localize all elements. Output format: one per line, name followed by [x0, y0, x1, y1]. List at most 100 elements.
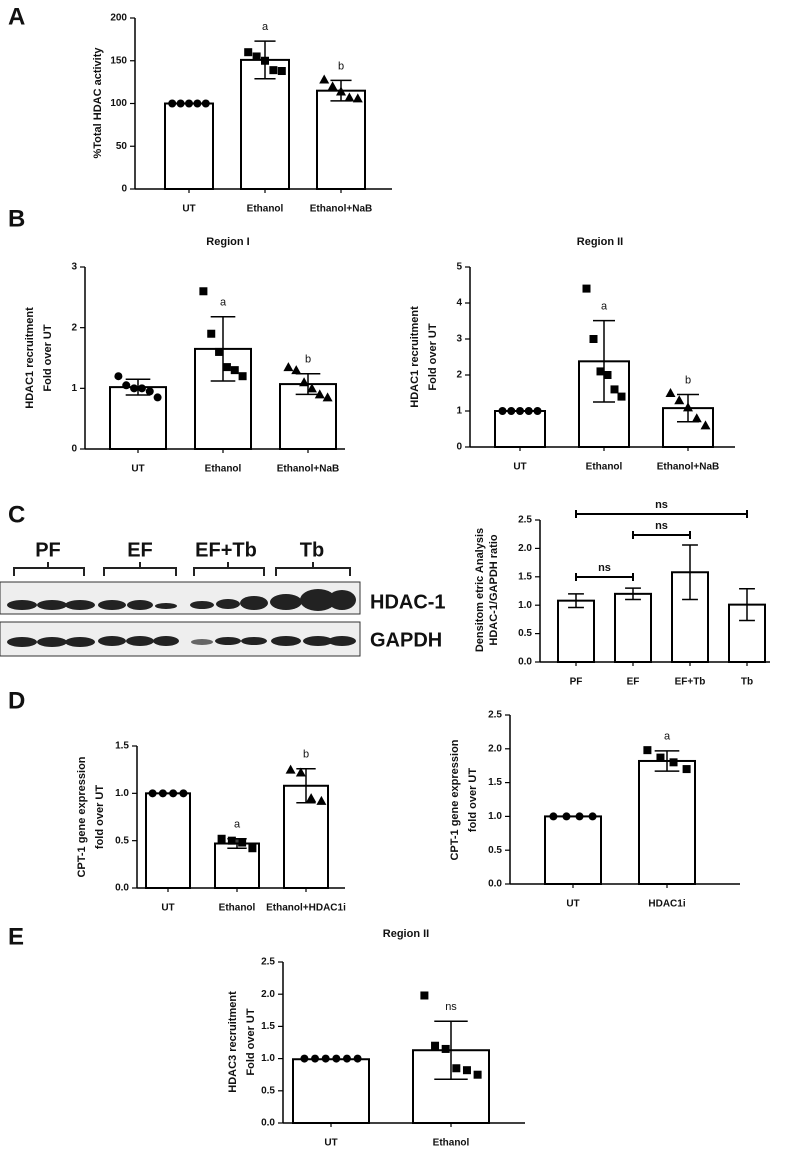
- bar: [494, 410, 546, 448]
- data-point: [299, 377, 310, 387]
- data-point: [168, 99, 177, 108]
- x-tick-label: EF: [627, 677, 640, 688]
- data-point: [277, 67, 286, 76]
- y-axis-label: Fold over UT: [245, 1008, 257, 1076]
- data-point: [283, 362, 294, 372]
- x-tick-label: Ethanol+HDAC1i: [266, 903, 346, 914]
- y-tick-label: 0.0: [115, 883, 129, 894]
- data-point: [352, 93, 363, 103]
- significance-bracket: [575, 510, 748, 518]
- data-point: [596, 367, 605, 376]
- data-point: [130, 384, 139, 393]
- y-tick-label: 1.5: [261, 1021, 275, 1032]
- x-tick-label: Ethanol+NaB: [277, 464, 340, 475]
- chart: 0 1 2 3 Region I HDAC1 recruitment Fold over U…: [24, 236, 345, 475]
- bar: [292, 1058, 370, 1125]
- y-tick-label: 0.5: [261, 1085, 275, 1096]
- significance-bracket: [632, 531, 691, 539]
- y-axis-label: Fold over UT: [42, 324, 54, 392]
- y-tick-label: 2.0: [261, 989, 275, 1000]
- data-point: [322, 392, 333, 402]
- data-point: [327, 81, 338, 91]
- y-axis-label: HDAC1 recruitment: [409, 306, 421, 408]
- x-tick-label: UT: [324, 1138, 337, 1149]
- data-point: [300, 1054, 309, 1063]
- annotation: a: [220, 297, 227, 309]
- data-point: [656, 753, 665, 762]
- panel-letter: E: [8, 923, 24, 950]
- y-tick-label: 1.0: [261, 1053, 275, 1064]
- data-point: [248, 844, 257, 853]
- y-axis-label: %Total HDAC activity: [92, 47, 104, 159]
- bar: [614, 592, 652, 664]
- chart-title: Region II: [383, 928, 429, 940]
- chart: 0 50 100 150 200 %Total HDAC activity UT Ethano…: [92, 13, 392, 215]
- significance-label: ns: [655, 499, 668, 511]
- row-label: HDAC-1: [370, 591, 446, 613]
- data-point: [353, 1054, 362, 1063]
- data-point: [316, 795, 327, 805]
- y-axis-label: CPT-1 gene expression: [76, 756, 88, 877]
- chart: 0.0 0.5 1.0 1.5 2.0 2.5 Region II HDAC3 recruit…: [227, 928, 525, 1149]
- y-tick-label: 0.0: [488, 879, 502, 890]
- western-blot: PF EF EF+Tb Tb HDAC-1 GAPDH: [0, 539, 446, 657]
- x-tick-label: Ethanol: [247, 204, 284, 215]
- data-point: [222, 363, 231, 372]
- y-axis-label: Densitom etric Analysis: [474, 528, 486, 652]
- data-point: [589, 335, 598, 343]
- error-bar: [434, 1020, 468, 1080]
- significance-label: ns: [598, 562, 611, 574]
- y-tick-label: 2.5: [488, 710, 502, 721]
- y-tick-label: 0.0: [518, 657, 532, 668]
- data-point: [617, 392, 626, 401]
- data-point: [610, 385, 619, 394]
- panel-letter: C: [8, 501, 25, 528]
- x-tick-label: UT: [161, 903, 174, 914]
- data-point: [285, 764, 296, 774]
- chart: 0.0 0.5 1.0 1.5 2.0 2.5 CPT-1 gene expression f…: [449, 710, 740, 910]
- lane-bracket: [13, 562, 351, 576]
- y-tick-label: 2: [456, 370, 462, 381]
- data-point: [217, 834, 226, 843]
- data-point: [319, 74, 330, 84]
- y-tick-label: 0: [456, 442, 462, 453]
- data-point: [238, 838, 247, 847]
- annotation: b: [685, 374, 691, 386]
- y-tick-label: 4: [456, 298, 462, 309]
- y-tick-label: 0: [71, 444, 77, 455]
- x-tick-label: PF: [570, 677, 583, 688]
- data-point: [291, 365, 302, 375]
- x-tick-label: Ethanol: [205, 464, 242, 475]
- y-tick-label: 2.5: [261, 957, 275, 968]
- x-tick-label: HDAC1i: [648, 899, 685, 910]
- y-tick-label: 2.5: [518, 515, 532, 526]
- y-tick-label: 0.5: [488, 845, 502, 856]
- data-point: [582, 284, 591, 293]
- x-tick-label: Ethanol+NaB: [657, 462, 720, 473]
- y-axis-label: fold over UT: [467, 768, 479, 832]
- data-point: [441, 1044, 450, 1053]
- data-point: [342, 1054, 351, 1063]
- error-bar: [296, 767, 316, 804]
- data-point: [336, 86, 346, 96]
- y-axis-label: fold over UT: [94, 785, 106, 849]
- annotation: a: [601, 301, 608, 313]
- data-point: [158, 789, 167, 798]
- y-tick-label: 5: [456, 262, 462, 273]
- row-label: GAPDH: [370, 629, 442, 651]
- chart: 0.0 0.5 1.0 1.5 2.0 2.5 Densitom etric Analysi…: [474, 499, 770, 688]
- error-bar: [593, 319, 615, 403]
- data-point: [344, 92, 355, 102]
- y-tick-label: 100: [110, 98, 127, 109]
- y-tick-label: 2.0: [488, 743, 502, 754]
- chart: 0.0 0.5 1.0 1.5 CPT-1 gene expression fold ov…: [76, 741, 346, 914]
- chart-title: Region I: [206, 236, 249, 248]
- data-point: [295, 767, 306, 777]
- data-point: [682, 765, 691, 774]
- data-point: [153, 393, 162, 402]
- error-bar: [568, 593, 584, 609]
- annotation: ns: [445, 1001, 457, 1013]
- data-point: [215, 347, 224, 356]
